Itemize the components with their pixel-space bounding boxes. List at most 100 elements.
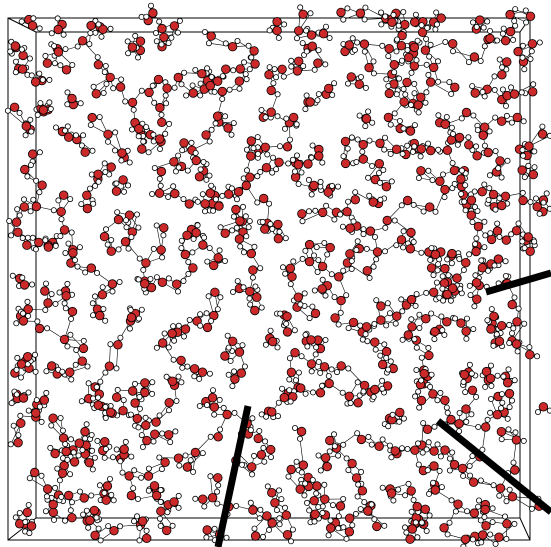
hydrogen-atom (341, 496, 346, 501)
hydrogen-atom (107, 476, 112, 481)
hydrogen-atom (345, 6, 350, 11)
hydrogen-atom (370, 163, 375, 168)
hydrogen-atom (176, 153, 181, 158)
hydrogen-atom (509, 120, 514, 125)
hydrogen-atom (313, 352, 318, 357)
hydrogen-atom (131, 486, 136, 491)
hydrogen-atom (234, 503, 239, 508)
hydrogen-atom (444, 114, 449, 119)
hydrogen-atom (494, 332, 499, 337)
hydrogen-atom (90, 148, 95, 153)
oxygen-atom (383, 216, 392, 225)
hydrogen-atom (350, 36, 355, 41)
hydrogen-atom (334, 370, 339, 375)
hydrogen-atom (497, 493, 502, 498)
oxygen-atom (143, 436, 152, 445)
hydrogen-atom (246, 225, 251, 230)
hydrogen-atom (43, 509, 48, 514)
hydrogen-atom (59, 217, 64, 222)
hydrogen-atom (305, 344, 310, 349)
oxygen-atom (274, 220, 283, 229)
oxygen-atom (294, 27, 303, 36)
oxygen-atom (162, 526, 171, 535)
oxygen-atom (408, 525, 417, 534)
hydrogen-atom (519, 90, 524, 95)
hydrogen-atom (14, 392, 19, 397)
oxygen-atom (283, 312, 292, 321)
hydrogen-atom (255, 151, 260, 156)
hydrogen-atom (252, 244, 257, 249)
hydrogen-atom (202, 29, 207, 34)
hydrogen-atom (450, 450, 455, 455)
hydrogen-atom (296, 370, 301, 375)
oxygen-atom (318, 285, 327, 294)
hydrogen-atom (157, 176, 162, 181)
hydrogen-atom (28, 209, 33, 214)
hydrogen-atom (363, 332, 368, 337)
hydrogen-atom (268, 222, 273, 227)
hydrogen-atom (510, 37, 515, 42)
oxygen-atom (431, 327, 440, 336)
hydrogen-atom (349, 135, 354, 140)
oxygen-atom (121, 237, 130, 246)
hydrogen-atom (216, 483, 221, 488)
oxygen-atom (346, 224, 355, 233)
hydrogen-atom (40, 77, 45, 82)
oxygen-atom (347, 73, 356, 82)
hydrogen-atom (522, 245, 527, 250)
hydrogen-atom (346, 326, 351, 331)
oxygen-atom (360, 381, 369, 390)
hydrogen-atom (359, 469, 364, 474)
oxygen-atom (371, 385, 380, 394)
hydrogen-atom (294, 36, 299, 41)
hydrogen-atom (143, 415, 148, 420)
hydrogen-atom (282, 505, 287, 510)
hydrogen-atom (235, 38, 240, 43)
hydrogen-atom (150, 83, 155, 88)
oxygen-atom (181, 325, 190, 334)
oxygen-atom (314, 59, 323, 68)
hydrogen-atom (86, 381, 91, 386)
oxygen-atom (68, 307, 77, 316)
oxygen-atom (155, 135, 164, 144)
hydrogen-atom (496, 166, 501, 171)
hydrogen-atom (247, 67, 252, 72)
hydrogen-atom (464, 316, 469, 321)
hydrogen-atom (329, 367, 334, 372)
oxygen-atom (458, 464, 467, 473)
hydrogen-atom (126, 51, 131, 56)
hydrogen-atom (57, 290, 62, 295)
oxygen-atom (199, 241, 208, 250)
hydrogen-atom (412, 91, 417, 96)
hydrogen-atom (363, 124, 368, 129)
hydrogen-atom (276, 400, 281, 405)
hydrogen-atom (209, 183, 214, 188)
hydrogen-atom (151, 246, 156, 251)
oxygen-atom (30, 468, 39, 477)
oxygen-atom (454, 500, 463, 509)
hydrogen-atom (209, 318, 214, 323)
hydrogen-atom (58, 415, 63, 420)
hydrogen-atom (306, 209, 311, 214)
hydrogen-atom (23, 133, 28, 138)
hydrogen-atom (127, 160, 132, 165)
hydrogen-atom (437, 468, 442, 473)
oxygen-atom (215, 202, 224, 211)
hydrogen-atom (306, 177, 311, 182)
oxygen-atom (345, 392, 354, 401)
hydrogen-atom (204, 535, 209, 540)
hydrogen-atom (154, 275, 159, 280)
oxygen-atom (198, 368, 207, 377)
hydrogen-atom (526, 163, 531, 168)
hydrogen-atom (401, 416, 406, 421)
oxygen-atom (242, 181, 251, 190)
hydrogen-atom (135, 496, 140, 501)
oxygen-atom (362, 114, 371, 123)
hydrogen-atom (363, 5, 368, 10)
hydrogen-atom (515, 349, 520, 354)
hydrogen-atom (318, 468, 323, 473)
oxygen-atom (23, 241, 32, 250)
hydrogen-atom (506, 427, 511, 432)
hydrogen-atom (66, 241, 71, 246)
oxygen-atom (271, 499, 280, 508)
